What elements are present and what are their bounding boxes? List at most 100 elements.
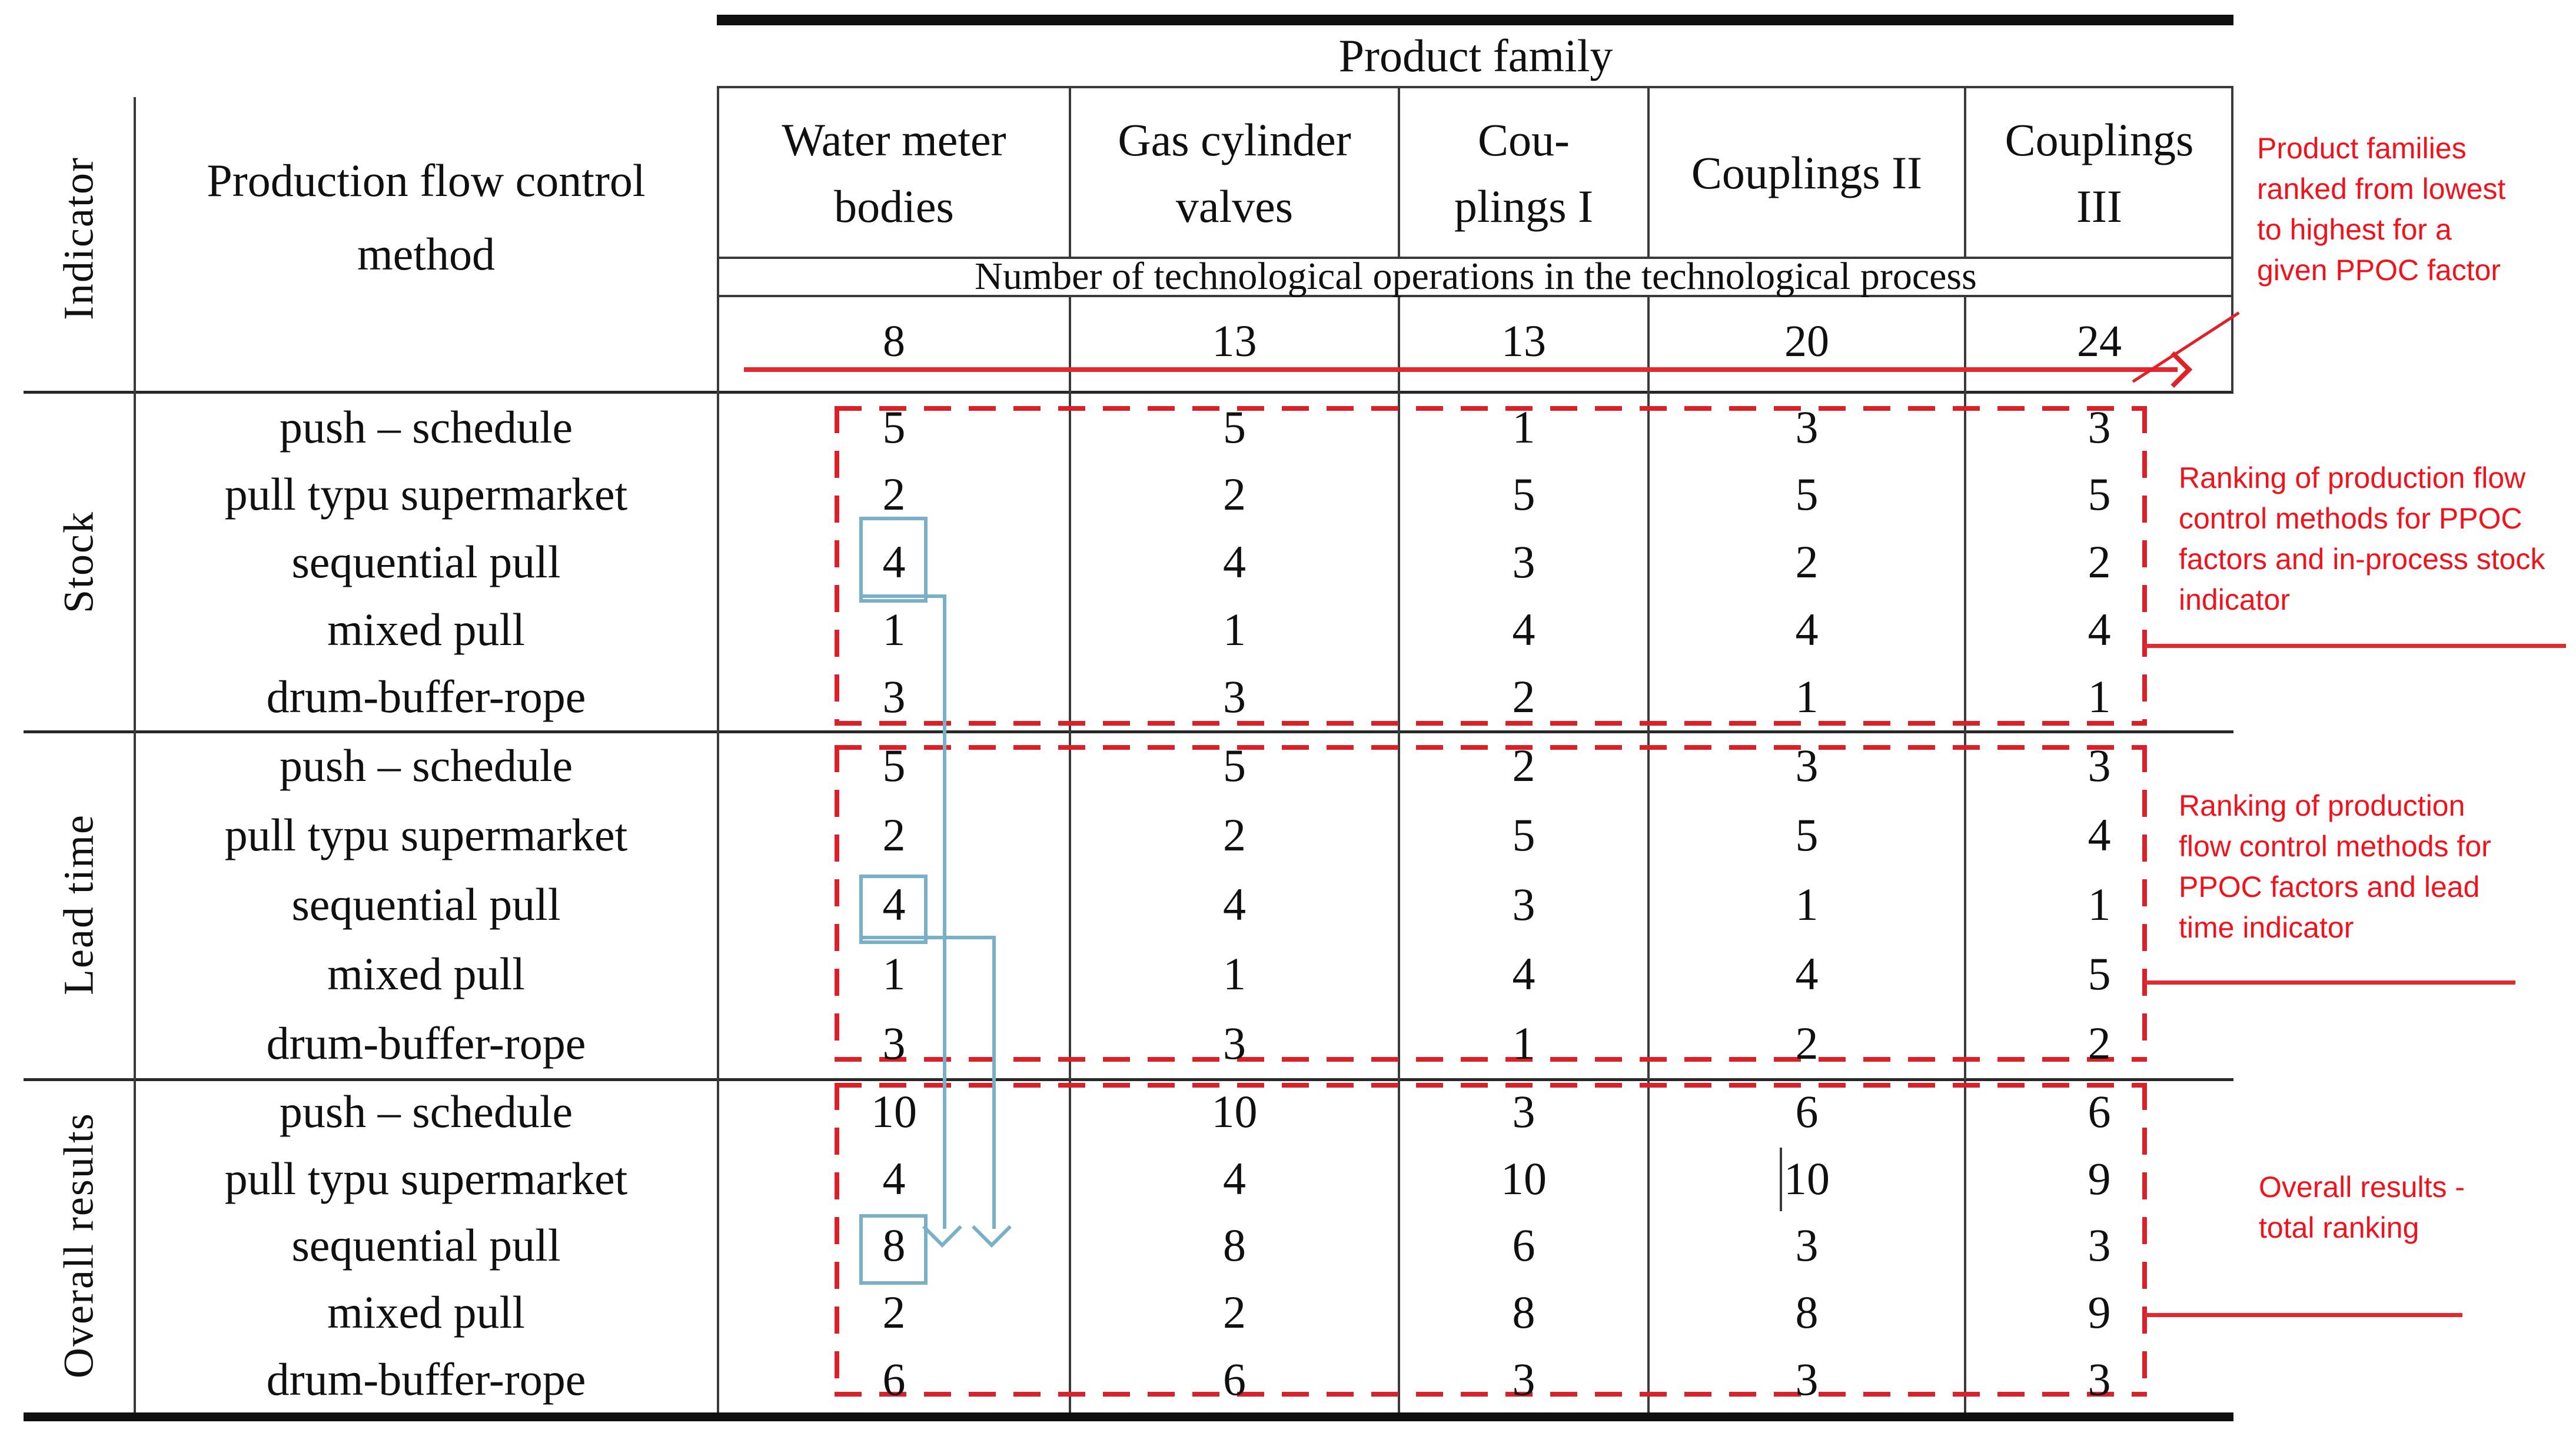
value-1-1-2: 5 [1512, 809, 1535, 860]
value-1-4-4: 2 [2088, 1018, 2111, 1069]
value-2-1-2: 10 [1501, 1152, 1547, 1204]
dash-edge [835, 1392, 2147, 1397]
value-1-4-0: 3 [882, 1018, 906, 1069]
value-2-3-0: 2 [882, 1287, 906, 1338]
value-2-2-3: 3 [1795, 1219, 1819, 1271]
dash-edge [2142, 745, 2147, 1062]
value-2-0-3: 6 [1795, 1086, 1819, 1138]
value-0-3-4: 4 [2088, 603, 2111, 655]
stock-ranking-region-box [835, 406, 2147, 726]
value-2-4-1: 6 [1223, 1353, 1246, 1405]
value-1-4-3: 2 [1795, 1018, 1819, 1069]
dash-edge [835, 406, 2147, 411]
method-0-1: pull typu supermarket [224, 468, 628, 520]
value-2-3-3: 8 [1795, 1287, 1819, 1338]
value-0-0-2: 1 [1512, 401, 1535, 453]
annotation-overall: Overall results - total ranking [2259, 1171, 2465, 1244]
value-1-0-2: 2 [1512, 739, 1535, 791]
table-top-border [717, 15, 2233, 25]
method-0-4: drum-buffer-rope [266, 671, 586, 723]
value-0-1-3: 5 [1795, 468, 1819, 520]
annotation-stock: Ranking of production flow control metho… [2179, 461, 2545, 616]
value-2-0-1: 10 [1211, 1086, 1258, 1138]
value-0-0-0: 5 [882, 401, 906, 453]
value-1-2-4: 1 [2088, 878, 2111, 930]
value-1-3-4: 5 [2088, 948, 2111, 1000]
vline-col1-col2-top [1069, 86, 1071, 258]
ops-underline-arrow-shaft [744, 367, 2178, 372]
rule-stock-leadtime [24, 730, 2233, 733]
column-header-2: Cou- plings I [1454, 114, 1594, 232]
value-0-4-0: 3 [882, 671, 906, 723]
value-2-3-1: 2 [1223, 1287, 1246, 1338]
column-header-0: Water meter bodies [782, 114, 1006, 232]
value-2-2-4: 3 [2088, 1219, 2111, 1271]
value-0-3-2: 4 [1512, 603, 1535, 655]
value-2-4-2: 3 [1512, 1353, 1535, 1405]
highlight-trace-line-stock [943, 594, 946, 1229]
value-1-0-0: 5 [882, 739, 906, 791]
dash-edge [835, 406, 839, 726]
vline-indicator-method [134, 97, 136, 1412]
annotation-top-right: Product families ranked from lowest to h… [2257, 132, 2506, 287]
value-0-2-3: 2 [1795, 536, 1819, 587]
dash-edge [835, 745, 2147, 750]
column-header-1: Gas cylinder valves [1118, 114, 1351, 232]
value-1-2-3: 1 [1795, 878, 1819, 930]
method-1-4: drum-buffer-rope [266, 1018, 586, 1069]
value-2-4-3: 3 [1795, 1353, 1819, 1405]
value-2-2-0: 8 [882, 1219, 906, 1271]
highlight-jog-stock [859, 594, 946, 598]
highlight-box-stock-sequential-pull [859, 517, 928, 603]
vline-method-data [717, 86, 719, 1412]
rule-leadtime-overall [24, 1078, 2233, 1081]
value-0-2-2: 3 [1512, 536, 1535, 587]
value-1-3-2: 4 [1512, 948, 1535, 1000]
vline-col1-col2 [1069, 295, 1071, 1412]
value-0-3-0: 1 [882, 603, 906, 655]
value-0-1-0: 2 [882, 468, 906, 520]
method-2-1: pull typu supermarket [224, 1152, 628, 1204]
value-0-2-4: 2 [2088, 536, 2111, 587]
value-2-4-4: 3 [2088, 1353, 2111, 1405]
method-1-0: push – schedule [279, 739, 573, 791]
value-1-1-4: 4 [2088, 809, 2111, 860]
dash-edge [2142, 406, 2147, 726]
dash-edge [835, 721, 2147, 726]
value-2-4-0: 6 [882, 1353, 906, 1405]
value-1-0-3: 3 [1795, 739, 1819, 791]
value-1-3-0: 1 [882, 948, 906, 1000]
vline-table-right [2231, 86, 2233, 392]
rule-under-column-headers [717, 257, 2233, 259]
value-2-1-4: 9 [2088, 1152, 2111, 1204]
method-2-2: sequential pull [291, 1219, 561, 1271]
value-0-0-3: 3 [1795, 401, 1819, 453]
method-1-2: sequential pull [291, 878, 561, 930]
value-1-4-1: 3 [1223, 1018, 1246, 1069]
method-2-3: mixed pull [327, 1287, 525, 1338]
table-bottom-border [24, 1412, 2233, 1421]
value-1-2-1: 4 [1223, 878, 1246, 930]
value-0-1-1: 2 [1223, 468, 1246, 520]
method-0-3: mixed pull [327, 603, 525, 655]
value-2-1-1: 4 [1223, 1152, 1246, 1204]
value-1-1-3: 5 [1795, 809, 1819, 860]
column-header-4: Couplings III [2005, 114, 2194, 232]
vline-col2-col3-top [1398, 86, 1400, 258]
ops-header: Number of technological operations in th… [975, 255, 1977, 298]
value-1-3-1: 1 [1223, 948, 1246, 1000]
value-2-0-0: 10 [871, 1086, 917, 1138]
section-label-2: Overall results [55, 1112, 102, 1378]
value-0-0-4: 3 [2088, 401, 2111, 453]
value-1-3-3: 4 [1795, 948, 1819, 1000]
value-0-1-2: 5 [1512, 468, 1535, 520]
highlight-trace-line-leadtime [992, 936, 996, 1229]
method-0-2: sequential pull [291, 536, 561, 587]
operations-count-1: 13 [1212, 316, 1257, 366]
value-2-1-3: 10 [1784, 1152, 1830, 1204]
method-header: Production flow control method [207, 155, 646, 280]
value-2-0-2: 3 [1512, 1086, 1535, 1138]
stock-annotation-line [2145, 644, 2566, 648]
value-0-3-3: 4 [1795, 603, 1819, 655]
